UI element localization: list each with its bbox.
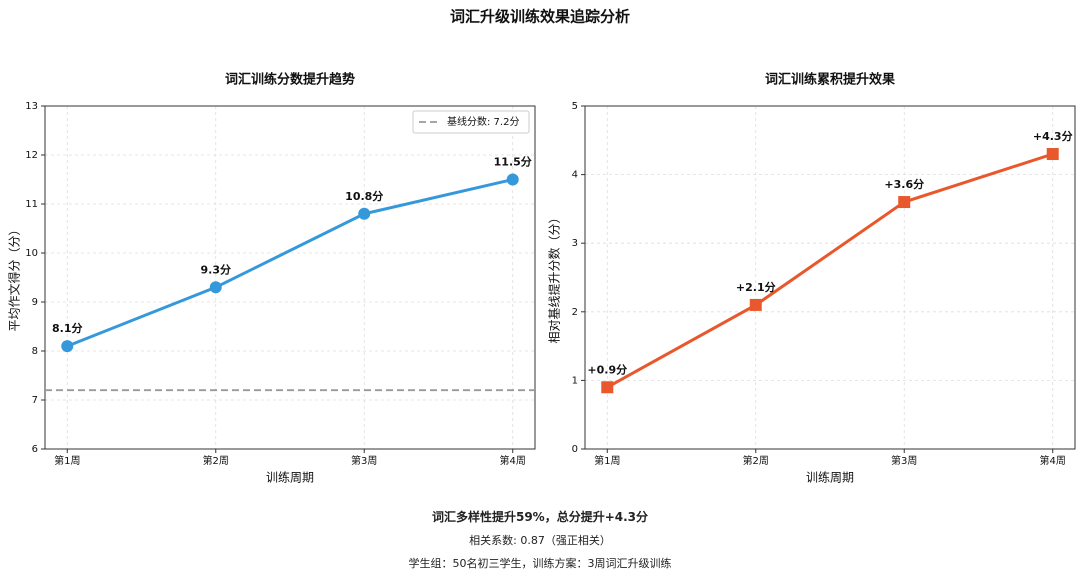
y-axis-label: 平均作文得分（分） xyxy=(7,223,22,331)
point xyxy=(898,196,911,209)
series-line xyxy=(66,178,514,348)
point xyxy=(749,298,762,311)
value-label: 10.8分 xyxy=(345,189,383,203)
value-label: +3.6分 xyxy=(884,177,924,191)
point xyxy=(601,381,614,394)
x-axis-label: 训练周期 xyxy=(266,470,314,485)
x-tick-label: 第1周 xyxy=(594,454,620,467)
group-note: 学生组：50名初三学生，训练方案：3周词汇升级训练 xyxy=(408,557,672,570)
value-label: +0.9分 xyxy=(587,362,627,376)
summary-note: 词汇多样性提升59%，总分提升+4.3分 xyxy=(431,510,649,524)
y-tick-label: 10 xyxy=(25,248,38,259)
point xyxy=(61,340,74,353)
y-tick-label: 5 xyxy=(572,101,578,112)
value-label: 11.5分 xyxy=(494,155,532,169)
y-tick-label: 8 xyxy=(32,346,38,357)
legend-label: 基线分数: 7.2分 xyxy=(447,115,519,128)
correlation-note: 相关系数: 0.87（强正相关） xyxy=(469,534,611,547)
x-tick-label: 第4周 xyxy=(1040,454,1066,467)
point xyxy=(209,281,222,294)
point xyxy=(1046,148,1059,161)
chart-title: 词汇训练分数提升趋势 xyxy=(225,72,355,88)
x-tick-label: 第3周 xyxy=(891,454,917,467)
chart-title: 词汇训练累积提升效果 xyxy=(765,72,895,88)
series-line xyxy=(606,152,1054,389)
y-tick-label: 7 xyxy=(32,395,38,406)
plot-frame xyxy=(44,105,536,450)
x-axis-label: 训练周期 xyxy=(806,470,854,485)
x-tick-label: 第3周 xyxy=(351,454,377,467)
figure-title: 词汇升级训练效果追踪分析 xyxy=(450,8,630,26)
y-tick-label: 6 xyxy=(32,444,38,455)
value-label: 9.3分 xyxy=(201,262,232,276)
y-tick-label: 1 xyxy=(572,375,578,386)
value-label: +4.3分 xyxy=(1033,129,1073,143)
value-label: +2.1分 xyxy=(736,280,776,294)
y-tick-label: 2 xyxy=(572,307,578,318)
plot-frame xyxy=(584,105,1076,450)
y-tick-label: 0 xyxy=(572,444,578,455)
x-tick-label: 第2周 xyxy=(203,454,229,467)
x-tick-label: 第4周 xyxy=(500,454,526,467)
y-tick-label: 9 xyxy=(32,297,38,308)
point xyxy=(506,173,519,186)
value-label: 8.1分 xyxy=(52,321,83,335)
x-tick-label: 第2周 xyxy=(743,454,769,467)
y-tick-label: 12 xyxy=(25,150,38,161)
y-tick-label: 4 xyxy=(572,170,578,181)
legend-box xyxy=(412,110,530,134)
x-tick-label: 第1周 xyxy=(54,454,80,467)
y-tick-label: 3 xyxy=(572,238,578,249)
y-tick-label: 11 xyxy=(25,199,38,210)
point xyxy=(358,207,371,220)
y-tick-label: 13 xyxy=(25,101,38,112)
y-axis-label: 相对基线提升分数（分） xyxy=(547,211,562,343)
